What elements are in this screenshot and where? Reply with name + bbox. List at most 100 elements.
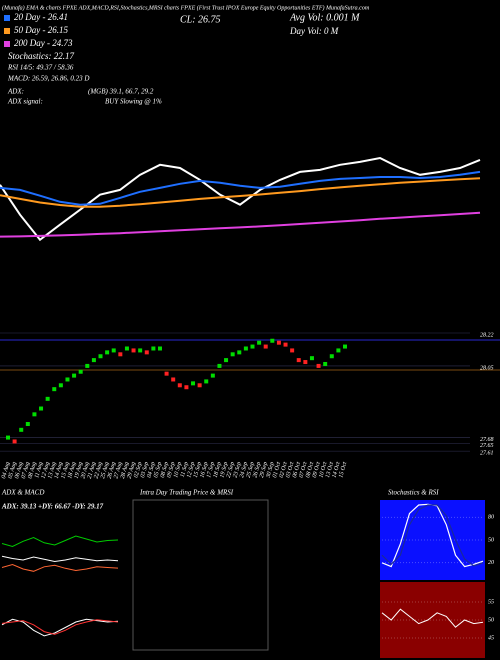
x-tick-label: 10 Sep (173, 461, 183, 478)
day-vol: Day Vol: 0 M (289, 26, 339, 36)
banner: (Munafa) EMA & charts FPXE ADX,MACD,RSI,… (2, 4, 370, 11)
candle (39, 406, 44, 411)
candle (243, 346, 248, 351)
candle (25, 422, 30, 427)
candle (270, 338, 275, 343)
x-tick-label: 17 Sep (206, 461, 216, 478)
x-tick-label: 07 Oct (299, 461, 309, 478)
stochastics: Stochastics: 22.17 (8, 51, 74, 61)
candle (105, 350, 110, 355)
candle (111, 348, 116, 353)
candle (91, 358, 96, 363)
adx-signal: BUY Slowing @ 1% (105, 98, 162, 106)
y-tick-label: 80 (488, 515, 494, 521)
x-tick-label: 10 Oct (318, 461, 328, 478)
x-tick-label: 09 Oct (312, 461, 322, 478)
candle (263, 344, 268, 349)
candle (257, 340, 262, 345)
series-line (0, 211, 481, 238)
series-line (1, 535, 119, 548)
candle (290, 348, 295, 353)
x-tick-label: 19 Aug (74, 461, 84, 479)
candle (329, 354, 334, 359)
x-tick-label: 14 Aug (53, 461, 64, 479)
candle (78, 369, 83, 374)
candle (131, 348, 136, 353)
x-tick-label: 27 Aug (113, 461, 123, 479)
series-line (381, 608, 484, 628)
x-tick-label: 15 Sep (193, 461, 203, 478)
x-tick-label: 13 Oct (325, 461, 335, 478)
legend-label: 200 Day - 24.73 (14, 38, 73, 48)
y-tick-label: 20 (488, 560, 494, 566)
x-tick-label: 21 Aug (87, 461, 97, 479)
candle (343, 344, 347, 349)
legend-swatch (4, 41, 10, 47)
x-tick-label: 14 Oct (331, 461, 342, 479)
x-tick-label: 13 Aug (47, 461, 57, 479)
candle (118, 352, 123, 357)
x-tick-label: 08 Aug (27, 461, 37, 479)
candle (32, 412, 37, 417)
x-tick-label: 12 Sep (186, 461, 196, 478)
x-tick-label: 06 Oct (292, 461, 302, 478)
x-tick-label: 02 Oct (279, 461, 289, 478)
candle (124, 346, 129, 351)
x-tick-label: 29 Aug (127, 461, 137, 479)
panel-title: ADX & MACD (1, 489, 44, 497)
candle (336, 348, 341, 353)
candle (204, 379, 209, 384)
legend-swatch (4, 28, 10, 34)
panel-subtitle: ADX: 39.13 +DY: 66.67 -DY: 29.17 (1, 503, 104, 511)
y-tick-label: 50 (488, 617, 494, 623)
legend-label: 20 Day - 26.41 (14, 12, 68, 22)
x-tick-label: 04 Aug (0, 461, 11, 479)
candle (191, 381, 196, 386)
adx-signal-label: ADX signal: (7, 98, 43, 106)
candle (98, 354, 103, 359)
x-tick-label: 08 Oct (305, 461, 315, 478)
x-tick-label: 04 Sep (146, 461, 157, 478)
x-tick-label: 30 Sep (265, 461, 275, 479)
x-tick-label: 08 Sep (160, 461, 170, 478)
x-tick-label: 11 Aug (34, 461, 44, 479)
series-line (0, 156, 481, 242)
avg-vol: Avg Vol: 0.001 M (289, 12, 360, 23)
candle (151, 346, 156, 351)
x-tick-label: 29 Sep (259, 461, 269, 478)
legend-label: 50 Day - 26.15 (14, 25, 68, 35)
candle (224, 358, 229, 363)
x-tick-label: 16 Sep (200, 461, 210, 478)
x-tick-label: 03 Oct (285, 461, 295, 478)
candle (164, 371, 169, 376)
candle (217, 363, 222, 368)
y-tick-label: 55 (488, 599, 494, 605)
x-tick-label: 15 Oct (338, 461, 348, 478)
series-line (0, 170, 481, 206)
y-tick-label: 27.68 (480, 437, 494, 443)
x-tick-label: 22 Aug (94, 461, 104, 479)
y-tick-label: 50 (488, 537, 494, 543)
close: CL: 26.75 (180, 14, 221, 25)
x-tick-label: 09 Sep (166, 461, 176, 478)
x-tick-label: 20 Aug (80, 461, 90, 479)
series-line (1, 618, 119, 637)
x-tick-label: 25 Aug (100, 461, 110, 479)
panel-title: Stochastics & RSI (388, 489, 439, 497)
candle (157, 346, 162, 351)
y-tick-label: 28.05 (480, 365, 494, 371)
series-line (0, 177, 481, 208)
candle (303, 360, 308, 365)
panel-title: Intra Day Trading Price & MRSI (139, 489, 234, 497)
x-tick-label: 25 Sep (246, 461, 256, 478)
intra-day-box (132, 499, 269, 651)
x-tick-label: 26 Aug (107, 461, 117, 479)
series-line (381, 504, 484, 567)
x-tick-label: 24 Sep (238, 461, 249, 478)
candle (171, 377, 176, 382)
candle (276, 340, 281, 345)
candle (197, 383, 202, 388)
candle (323, 361, 328, 366)
